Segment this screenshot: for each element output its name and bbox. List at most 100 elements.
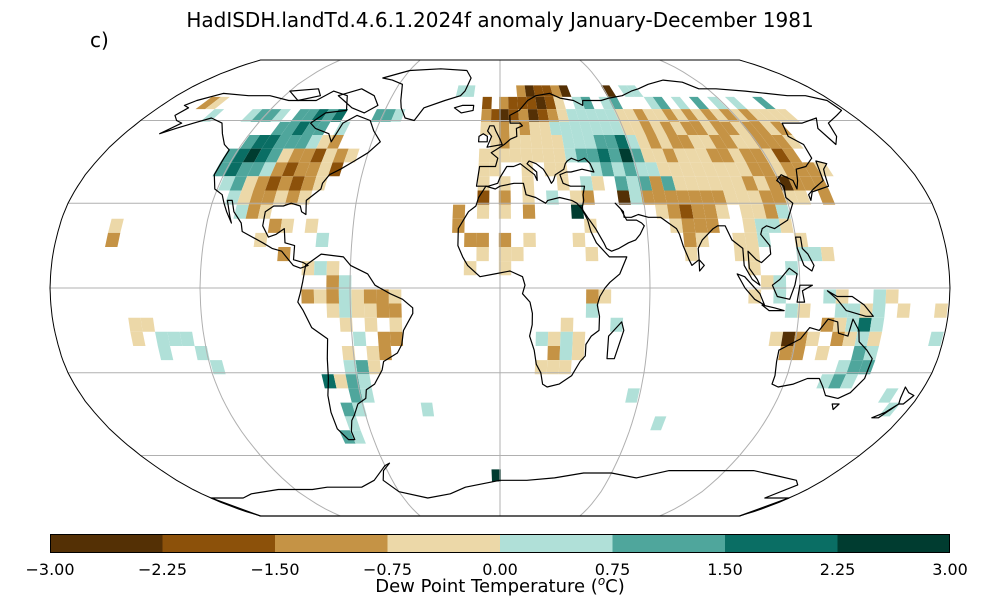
anomaly-cell bbox=[535, 331, 549, 346]
coastline bbox=[159, 90, 381, 269]
colorbar-tick-label: −3.00 bbox=[25, 560, 75, 579]
anomaly-cell bbox=[315, 232, 330, 247]
anomaly-cell bbox=[832, 317, 847, 332]
anomaly-cell bbox=[744, 232, 759, 247]
anomaly-cell bbox=[751, 204, 767, 219]
anomaly-cell bbox=[718, 176, 735, 191]
anomaly-cell bbox=[738, 148, 758, 163]
anomaly-cell bbox=[593, 135, 608, 149]
anomaly-cell bbox=[773, 275, 787, 290]
anomaly-cell bbox=[212, 162, 232, 177]
anomaly-cell bbox=[808, 247, 823, 262]
anomaly-cell bbox=[260, 190, 277, 205]
coastline bbox=[761, 304, 785, 312]
anomaly-cell bbox=[233, 204, 249, 219]
anomaly-cell bbox=[775, 204, 791, 219]
coastline bbox=[808, 160, 830, 201]
anomaly-cell bbox=[312, 121, 331, 135]
anomaly-cell bbox=[705, 148, 724, 163]
anomaly-cell bbox=[679, 121, 698, 135]
anomaly-cell bbox=[452, 204, 466, 219]
colorbar-tick-label: −0.75 bbox=[362, 560, 413, 579]
colorbar-segment bbox=[837, 534, 950, 553]
anomaly-cell bbox=[321, 148, 338, 163]
anomaly-cell bbox=[734, 162, 753, 177]
anomaly-cell bbox=[651, 109, 670, 122]
anomaly-cell bbox=[287, 148, 306, 163]
anomaly-cell bbox=[845, 317, 860, 332]
anomaly-cell bbox=[830, 331, 845, 346]
anomaly-cell bbox=[553, 148, 567, 163]
anomaly-cell bbox=[572, 331, 586, 346]
anomaly-cell bbox=[747, 109, 770, 122]
anomaly-cell bbox=[558, 85, 572, 97]
anomaly-cell bbox=[481, 96, 492, 110]
colorbar-segment bbox=[387, 534, 501, 553]
anomaly-cell bbox=[276, 176, 294, 191]
coastline bbox=[826, 290, 874, 317]
anomaly-cell bbox=[642, 109, 660, 122]
anomaly-cell bbox=[544, 96, 557, 110]
anomaly-cell bbox=[518, 109, 530, 122]
coastline bbox=[831, 403, 840, 411]
anomaly-cell bbox=[351, 303, 365, 318]
anomaly-cell bbox=[516, 85, 527, 97]
colorbar-tick-label: −1.50 bbox=[250, 560, 300, 579]
anomaly-cell bbox=[723, 162, 742, 177]
anomaly-cell bbox=[698, 135, 717, 149]
anomaly-cell bbox=[511, 247, 524, 262]
anomaly-cell bbox=[343, 360, 358, 375]
anomaly-cell bbox=[231, 148, 251, 163]
anomaly-cell bbox=[705, 218, 720, 233]
anomaly-cell bbox=[839, 374, 859, 389]
anomaly-cell bbox=[695, 176, 712, 191]
anomaly-cell bbox=[586, 289, 599, 304]
anomaly-cell bbox=[757, 162, 776, 177]
colorbar-tick-label: 0.00 bbox=[482, 560, 518, 579]
anomaly-cell bbox=[607, 148, 623, 163]
anomaly-cell bbox=[873, 289, 887, 304]
anomaly-cell bbox=[749, 121, 772, 135]
anomaly-cell bbox=[498, 148, 511, 163]
graticule bbox=[50, 59, 950, 517]
anomaly-cell bbox=[591, 176, 606, 191]
coastline bbox=[210, 462, 799, 517]
anomaly-cell bbox=[370, 109, 387, 122]
anomaly-cell bbox=[523, 232, 536, 247]
anomaly-cell bbox=[321, 374, 337, 389]
anomaly-cell bbox=[645, 135, 663, 149]
anomaly-cell bbox=[625, 388, 640, 403]
anomaly-cell bbox=[247, 162, 266, 177]
anomaly-cell bbox=[543, 162, 557, 177]
anomaly-cell bbox=[588, 162, 603, 177]
anomaly-cell bbox=[250, 109, 272, 122]
anomaly-cell bbox=[522, 190, 535, 205]
anomaly-cell bbox=[600, 85, 617, 97]
anomaly-cell bbox=[885, 289, 899, 304]
anomaly-cell bbox=[239, 135, 260, 149]
anomaly-cell bbox=[640, 148, 657, 163]
anomaly-cell bbox=[520, 148, 533, 163]
anomaly-cell bbox=[559, 346, 573, 361]
anomaly-cell bbox=[679, 204, 694, 219]
anomaly-cell bbox=[539, 121, 552, 135]
anomaly-cell bbox=[217, 176, 236, 191]
anomaly-cell bbox=[293, 162, 311, 177]
anomaly-cell bbox=[549, 121, 562, 135]
colorbar-label-suffix: C) bbox=[605, 576, 625, 597]
anomaly-cell bbox=[480, 109, 492, 122]
anomaly-cell bbox=[656, 162, 672, 177]
anomaly-cell bbox=[560, 331, 573, 346]
anomaly-cell bbox=[596, 148, 612, 163]
anomaly-cell bbox=[478, 148, 491, 163]
anomaly-cell bbox=[224, 190, 242, 205]
anomaly-cell bbox=[195, 96, 221, 110]
anomaly-cell bbox=[760, 275, 774, 290]
anomaly-cell bbox=[758, 190, 776, 205]
anomaly-cell bbox=[768, 331, 784, 346]
anomaly-cell bbox=[760, 148, 780, 163]
anomaly-cell bbox=[260, 109, 282, 122]
anomaly-cell bbox=[390, 109, 406, 122]
anomaly-cell bbox=[316, 135, 334, 149]
map-plot bbox=[49, 59, 951, 517]
